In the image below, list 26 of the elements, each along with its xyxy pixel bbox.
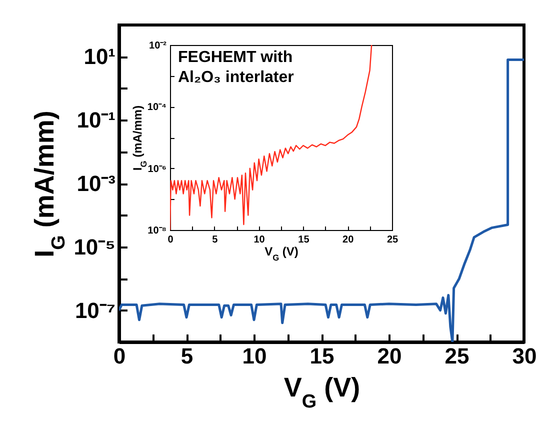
x-tick-label: 20 <box>377 344 402 368</box>
x-tick-label: 15 <box>310 344 334 368</box>
y-tick-label: 10⁻³ <box>76 171 116 196</box>
y-tick-label: 10⁻⁸ <box>148 226 167 236</box>
x-tick-label: 10 <box>254 234 266 246</box>
x-tick-label: 15 <box>298 234 310 246</box>
annotation: FEGHEMT with Al₂O₃ interlater <box>178 49 294 86</box>
line-series <box>170 45 372 230</box>
x-tick-label: 20 <box>342 234 354 246</box>
y-tick-label: 10⁻⁴ <box>147 102 167 114</box>
y-tick-label: 10⁻¹ <box>76 108 116 133</box>
x-tick-label: 30 <box>512 344 537 368</box>
y-tick-label: 10¹ <box>84 44 116 70</box>
x-tick-label: 0 <box>113 344 126 368</box>
x-tick-label: 25 <box>444 344 470 368</box>
y-tick-label: 10⁻⁷ <box>74 298 116 323</box>
x-axis-title: V$_{G}$ (V) <box>284 372 360 412</box>
y-tick-label: 10⁻⁶ <box>148 164 166 175</box>
x-axis-title: V$_{G}$ (V) <box>264 244 298 262</box>
x-tick-label: 0 <box>168 234 174 246</box>
x-tick-label: 5 <box>212 234 218 246</box>
y-tick-label: 10⁻⁵ <box>74 234 116 260</box>
x-tick-label: 25 <box>386 234 398 246</box>
y-tick-label: 10⁻² <box>149 40 168 52</box>
x-tick-label: 10 <box>242 344 267 368</box>
x-tick-label: 5 <box>180 344 194 368</box>
